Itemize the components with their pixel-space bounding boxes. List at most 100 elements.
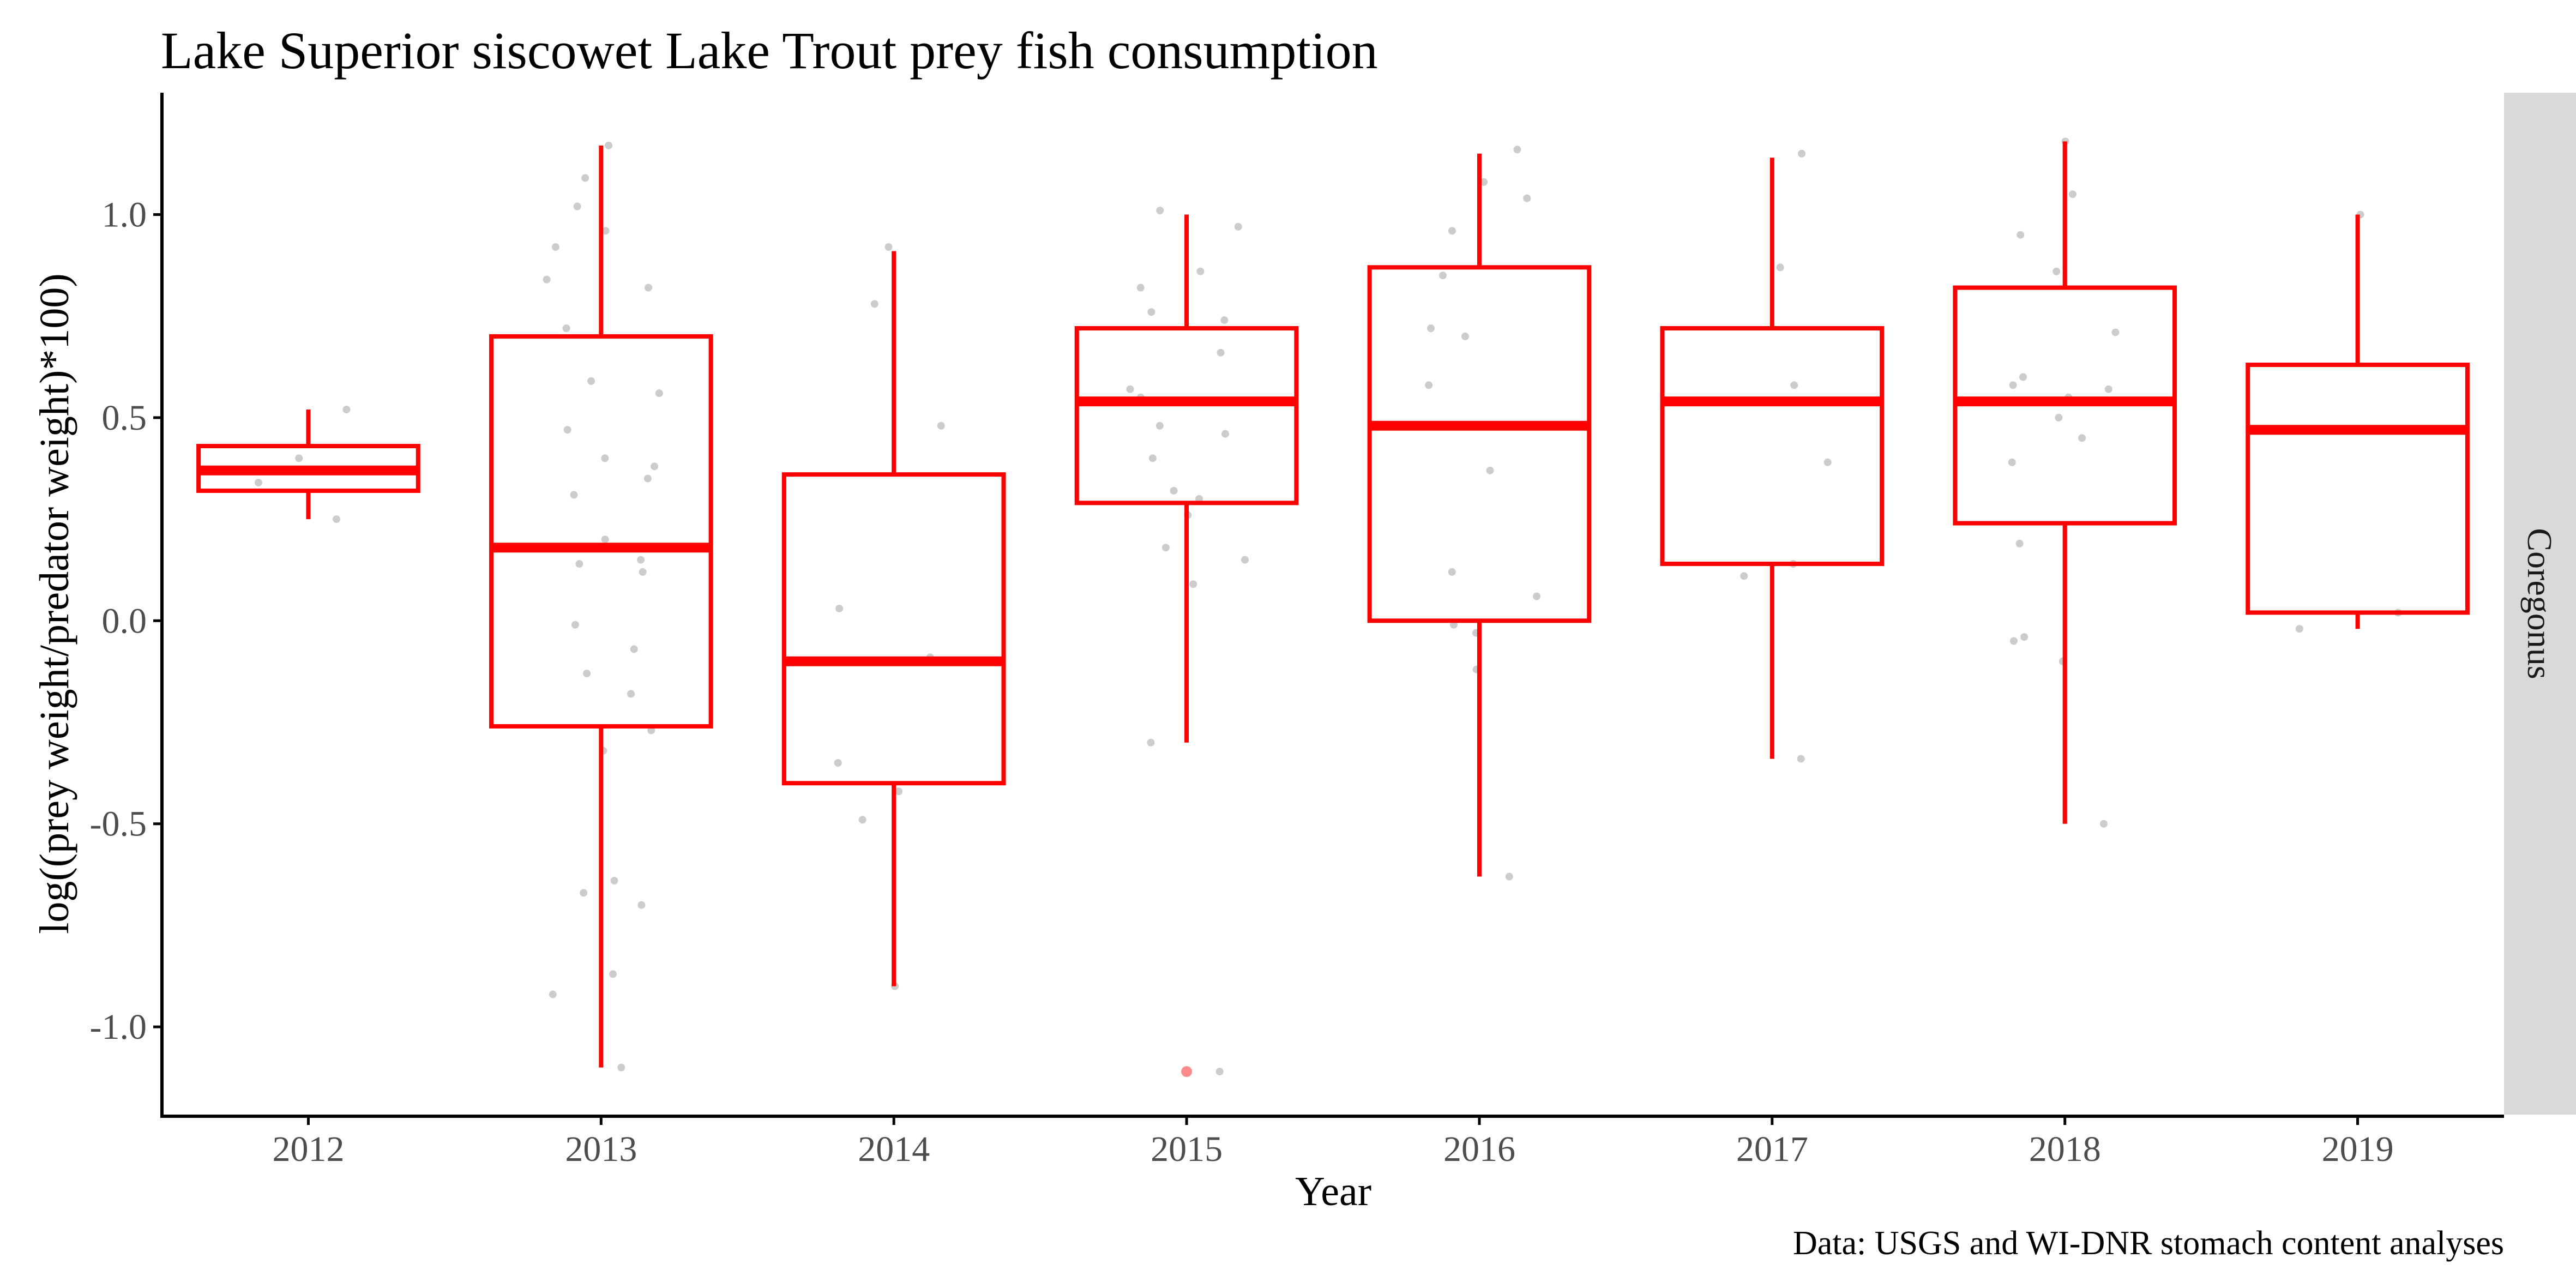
data-point (858, 816, 866, 824)
chart-title: Lake Superior siscowet Lake Trout prey f… (161, 21, 1378, 80)
data-point (627, 690, 635, 698)
data-point (1513, 146, 1521, 154)
data-point (1448, 227, 1456, 235)
x-tick-label: 2018 (2029, 1129, 2101, 1169)
box-body (781, 472, 1006, 786)
data-point (884, 243, 893, 251)
data-point (1461, 332, 1469, 340)
data-point (639, 568, 647, 576)
data-point (342, 405, 351, 413)
y-axis-ticks: -1.0 -0.5 0.0 0.5 1.0 (90, 195, 162, 1047)
data-point (295, 454, 303, 462)
boxes (196, 141, 2470, 1068)
y-tick-label: 0.5 (102, 398, 147, 438)
data-point (1161, 544, 1170, 552)
data-point (601, 227, 610, 235)
data-point (937, 422, 945, 430)
data-point (637, 901, 646, 909)
box-2017 (1660, 158, 1885, 759)
data-point (1427, 324, 1435, 333)
data-point (2295, 625, 2303, 633)
data-point (1823, 458, 1832, 466)
data-point (1126, 385, 1134, 393)
data-point (1448, 568, 1456, 576)
data-point (2009, 381, 2017, 389)
x-axis-ticks: 2012 2013 2014 2015 2016 2017 2018 2019 (272, 1116, 2394, 1169)
data-point (581, 174, 589, 182)
y-tick-label: 1.0 (102, 195, 147, 234)
data-point (1798, 149, 1806, 158)
data-point (1196, 267, 1205, 275)
data-point (1505, 872, 1513, 881)
data-point (580, 889, 588, 897)
data-point (570, 491, 578, 499)
box-2018 (1953, 141, 2177, 824)
data-point (643, 474, 652, 483)
data-point (1790, 381, 1798, 389)
data-point (610, 876, 618, 884)
data-point (2053, 267, 2061, 275)
x-tick-label: 2017 (1736, 1129, 1808, 1169)
data-point (549, 990, 557, 998)
outliers (1181, 1066, 1193, 1078)
data-point (601, 535, 609, 544)
data-point (1532, 592, 1540, 600)
y-tick-label: 0.0 (102, 601, 147, 641)
data-point (1189, 580, 1197, 588)
x-axis-title: Year (1295, 1169, 1371, 1214)
y-axis-title: log((prey weight/predator weight)*100) (32, 273, 77, 934)
x-tick-label: 2015 (1151, 1129, 1223, 1169)
data-point (1425, 381, 1433, 389)
data-point (655, 389, 663, 398)
data-point (551, 243, 559, 251)
box-body (2246, 363, 2470, 615)
data-point (2020, 633, 2029, 641)
box-2012 (196, 409, 420, 520)
data-point (637, 556, 645, 564)
data-point (587, 377, 595, 385)
data-point (835, 604, 844, 612)
data-point (1156, 207, 1164, 215)
facet-strip: Coregonus (2504, 93, 2576, 1115)
data-point (1170, 486, 1178, 495)
data-point (605, 141, 613, 149)
data-point (609, 970, 617, 978)
data-point (1220, 316, 1229, 324)
outlier-point (1181, 1066, 1193, 1078)
data-point (601, 454, 609, 462)
chart-caption: Data: USGS and WI-DNR stomach content an… (1793, 1225, 2504, 1262)
data-point (332, 515, 340, 523)
data-point (2078, 434, 2086, 442)
data-point (2055, 413, 2063, 422)
data-point (573, 202, 581, 210)
box-body (1074, 326, 1299, 505)
x-tick-label: 2016 (1443, 1129, 1515, 1169)
data-point (254, 479, 262, 487)
data-point (1241, 556, 1249, 564)
x-tick-label: 2014 (858, 1129, 930, 1169)
data-point (583, 670, 591, 678)
data-point (2017, 231, 2025, 239)
data-point (2104, 385, 2112, 393)
data-point (617, 1063, 625, 1072)
x-tick-label: 2013 (565, 1129, 637, 1169)
box-2019 (2246, 214, 2470, 629)
data-point (2068, 190, 2077, 198)
data-point (1215, 1068, 1224, 1076)
data-point (2015, 539, 2024, 547)
data-point (1797, 755, 1805, 763)
data-point (2111, 328, 2120, 336)
data-point (1136, 284, 1145, 292)
data-point (1148, 454, 1157, 462)
data-point (571, 621, 579, 629)
data-point (1480, 178, 1488, 186)
data-point (1486, 466, 1494, 474)
data-point (1147, 308, 1155, 316)
data-point (1523, 194, 1531, 202)
x-tick-label: 2012 (272, 1129, 344, 1169)
facet-strip-background (2504, 93, 2576, 1115)
data-point (543, 275, 551, 284)
data-point (563, 426, 571, 434)
data-point (651, 462, 659, 471)
